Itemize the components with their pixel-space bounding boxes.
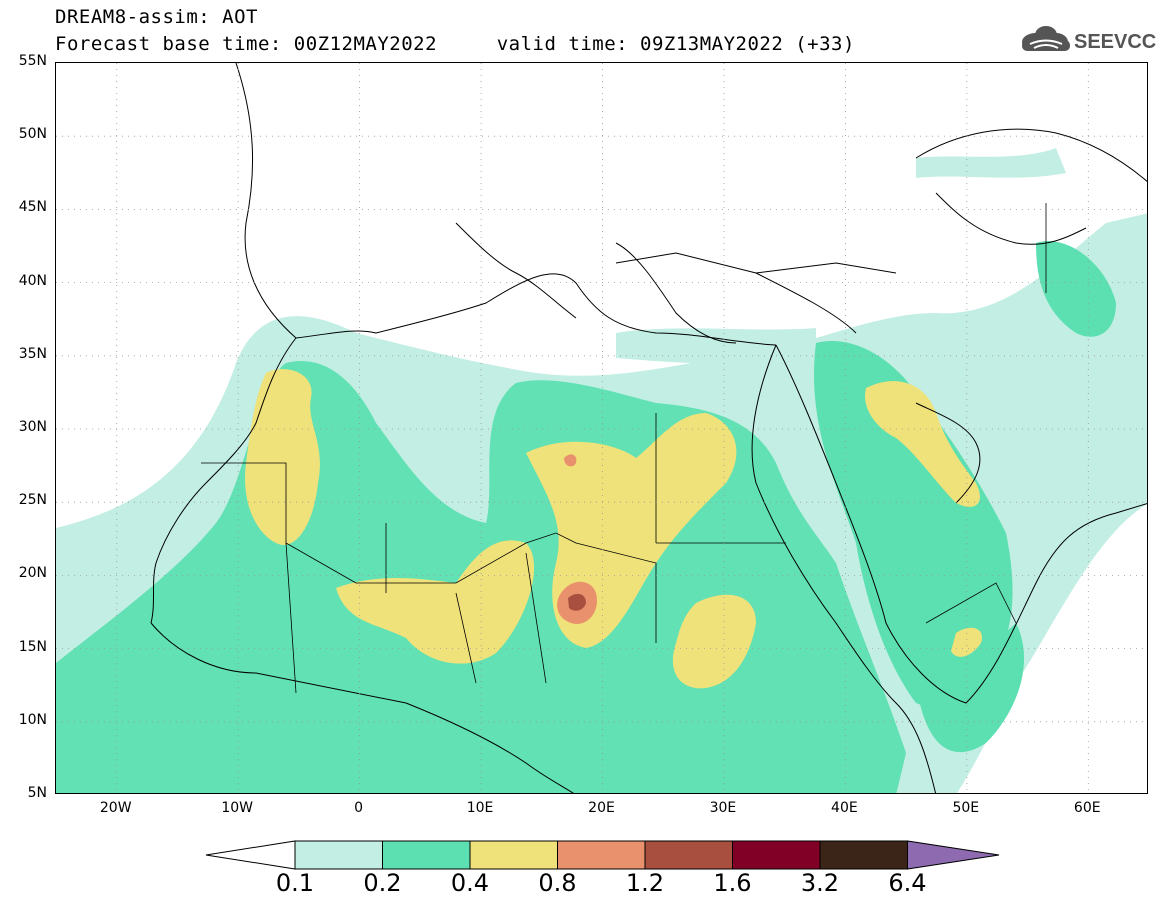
seevccc-logo: SEEVCCC: [1016, 22, 1165, 56]
colorbar-segment: [557, 840, 646, 870]
colorbar-label: 3.2: [800, 869, 840, 897]
graticule: [56, 63, 1147, 793]
colorbar-label: 6.4: [888, 869, 927, 897]
chart-title: DREAM8-assim: AOT: [55, 6, 258, 28]
colorbar-segment: [907, 840, 1000, 870]
colorbar-segment: [732, 840, 821, 870]
lat-tick-label: 25N: [18, 492, 47, 509]
lat-tick-label: 45N: [18, 199, 47, 216]
lat-tick-label: 20N: [18, 565, 47, 582]
lon-tick-label: 60E: [1073, 800, 1101, 816]
forecast-time-subtitle: Forecast base time: 00Z12MAY2022 valid t…: [55, 33, 855, 55]
lat-tick-label: 5N: [27, 785, 47, 801]
lat-tick-label: 35N: [18, 345, 47, 362]
colorbar-label: 1.6: [713, 869, 752, 897]
colorbar-segment: [644, 840, 733, 870]
lat-tick-label: 50N: [18, 126, 47, 143]
lat-tick-label: 30N: [18, 419, 47, 435]
aot-map: [55, 62, 1148, 794]
colorbar-label: 0.1: [275, 869, 315, 897]
colorbar: [205, 840, 1000, 870]
lat-tick-label: 55N: [18, 53, 47, 69]
coastlines-and-borders: [150, 63, 1147, 793]
colorbar-segment: [819, 840, 908, 870]
lon-tick-label: 10W: [221, 800, 253, 816]
colorbar-label: 0.2: [363, 869, 402, 897]
cloud-icon: [1022, 26, 1070, 51]
lon-tick-label: 30E: [709, 800, 737, 816]
lon-tick-label: 50E: [952, 800, 980, 816]
colorbar-segment: [382, 840, 471, 870]
lon-tick-label: 0: [354, 800, 364, 816]
colorbar-label: 0.4: [450, 869, 490, 897]
lon-tick-label: 10E: [466, 800, 494, 816]
colorbar-segment: [469, 840, 558, 870]
colorbar-segment: [294, 840, 383, 870]
logo-text: SEEVCCC: [1074, 31, 1156, 53]
lon-tick-label: 20E: [588, 800, 615, 816]
aot-level-1.2: [568, 593, 586, 611]
country-borders: [201, 203, 1047, 694]
colorbar-label: 0.8: [538, 869, 577, 897]
lat-tick-label: 15N: [18, 638, 47, 655]
lat-tick-label: 40N: [18, 272, 47, 289]
aot-shaded-fields: [56, 148, 1147, 793]
colorbar-segment: [205, 840, 296, 870]
lon-tick-label: 40E: [831, 800, 858, 816]
lon-tick-label: 20W: [99, 800, 132, 816]
lat-tick-label: 10N: [18, 711, 47, 728]
colorbar-label: 1.2: [625, 869, 665, 897]
